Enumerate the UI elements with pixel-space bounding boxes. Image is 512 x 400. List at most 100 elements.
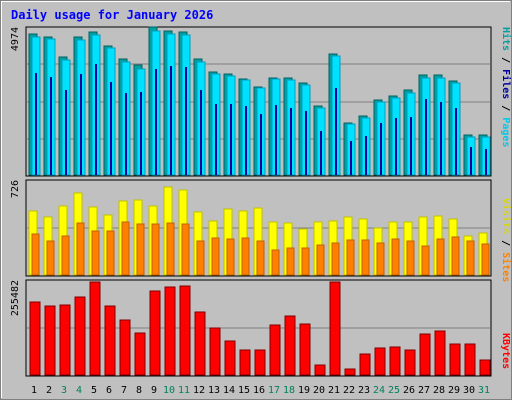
files-bar (230, 104, 232, 175)
sites-bar (346, 239, 355, 276)
files-bar (290, 108, 292, 175)
files-bar (80, 74, 82, 175)
day-label: 17 (268, 385, 280, 396)
kbytes-bar (239, 349, 251, 376)
chart-title: Daily usage for January 2026 (11, 8, 213, 22)
day-label: 10 (163, 385, 175, 396)
hits-legend: Hits / Files / Pages (500, 27, 512, 147)
day-label: 8 (136, 385, 142, 396)
kbytes-bar (179, 285, 191, 376)
files-bar (155, 69, 157, 175)
files-bar (275, 105, 277, 175)
kbytes-bar (344, 368, 356, 376)
files-bar (215, 104, 217, 175)
panel-kbytes-bars (29, 281, 491, 376)
files-bar (185, 67, 187, 175)
files-bar (455, 108, 457, 175)
sites-bar (226, 238, 235, 276)
day-label: 28 (433, 385, 445, 396)
kbytes-bar (59, 304, 71, 376)
sites-bar (181, 223, 190, 276)
kbytes-bar (374, 347, 386, 376)
day-axis-labels: 1 2 3 4 5 6 7 8 9 10 11 12 13 14 15 16 17 18 19 20 21 22 23 24 2… (31, 385, 490, 396)
day-label: 6 (106, 385, 112, 396)
kbytes-bar (464, 343, 476, 376)
sites-bar (391, 238, 400, 276)
day-label: 2 (46, 385, 52, 396)
files-bar (95, 64, 97, 175)
files-bar (50, 77, 52, 175)
files-bar (425, 99, 427, 175)
day-label: 1 (31, 385, 37, 396)
day-label: 25 (388, 385, 400, 396)
sites-bar (46, 240, 55, 276)
files-bar (140, 92, 142, 175)
files-bar (365, 136, 367, 175)
day-label: 21 (328, 385, 340, 396)
sites-bar (286, 247, 295, 276)
kbytes-bar (134, 332, 146, 376)
kbytes-bar (449, 343, 461, 376)
legend-visits: Visits (500, 198, 512, 234)
kbytes-bar (299, 323, 311, 376)
day-label: 22 (343, 385, 355, 396)
kbytes-bar (269, 324, 281, 376)
kbytes-bar (359, 353, 371, 376)
legend-pages: Pages (500, 117, 511, 147)
sites-bar (211, 237, 220, 276)
day-label: 26 (403, 385, 415, 396)
sites-bar (316, 244, 325, 276)
sites-bar (121, 221, 130, 276)
files-bar (440, 102, 442, 175)
kbytes-bar (284, 315, 296, 376)
day-label: 4 (76, 385, 82, 396)
kbytes-bar (314, 364, 326, 376)
day-label: 7 (121, 385, 127, 396)
kbytes-bar (479, 359, 491, 376)
day-label: 11 (178, 385, 190, 396)
files-bar (335, 88, 337, 175)
kbytes-bar (104, 305, 116, 376)
kbytes-bar (119, 319, 131, 376)
files-bar (350, 141, 352, 175)
svg-text:Visits / Sites: Visits / Sites (500, 198, 512, 282)
sites-bar (466, 240, 475, 276)
day-label: 31 (478, 385, 490, 396)
files-bar (110, 82, 112, 175)
sites-bar (106, 230, 115, 276)
day-label: 29 (448, 385, 460, 396)
panel-visits-bars (28, 186, 490, 276)
day-label: 23 (358, 385, 370, 396)
legend-separator: / (500, 99, 511, 117)
hits-scale-label: 4974 (10, 27, 21, 51)
files-bar (485, 149, 487, 175)
panel-hits-bars (28, 26, 491, 176)
day-label: 12 (193, 385, 205, 396)
files-bar (170, 66, 172, 175)
day-label: 3 (61, 385, 67, 396)
kbytes-bar (224, 340, 236, 376)
kbytes-legend: KBytes (500, 333, 511, 369)
files-bar (65, 90, 67, 175)
kbytes-bar (29, 301, 41, 376)
files-bar (470, 147, 472, 175)
sites-bar (271, 249, 280, 276)
day-label: 18 (283, 385, 295, 396)
kbytes-bar (254, 349, 266, 376)
day-label: 20 (313, 385, 325, 396)
sites-bar (151, 223, 160, 276)
sites-bar (76, 222, 85, 276)
files-bar (395, 118, 397, 175)
kbytes-bar (89, 281, 101, 376)
day-label: 30 (463, 385, 475, 396)
sites-bar (406, 240, 415, 276)
kbytes-scale-label: 255482 (10, 280, 21, 316)
svg-text:Hits / Files / Pages: Hits / Files / Pages (500, 27, 512, 147)
files-bar (245, 106, 247, 175)
sites-bar (241, 237, 250, 276)
kbytes-bar (419, 333, 431, 376)
day-label: 9 (151, 385, 157, 396)
sites-bar (376, 242, 385, 276)
files-bar (320, 131, 322, 175)
